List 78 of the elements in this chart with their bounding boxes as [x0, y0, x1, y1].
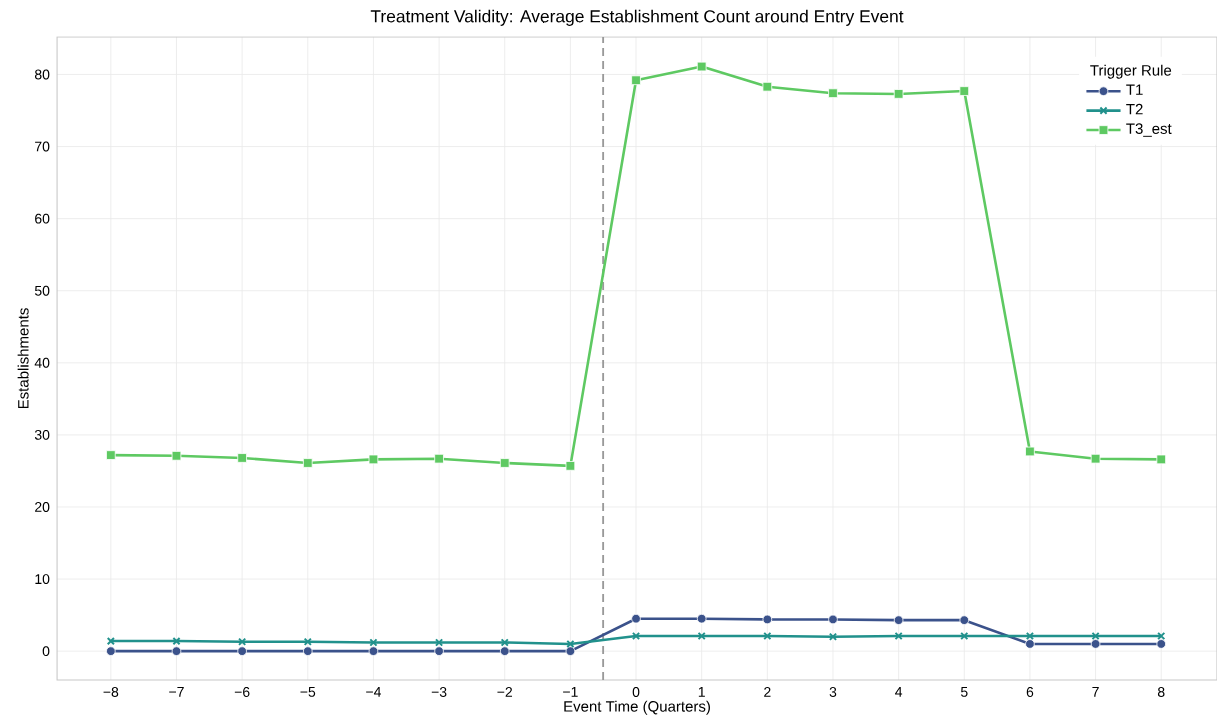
point	[696, 61, 707, 72]
point	[828, 88, 838, 99]
point	[565, 646, 576, 656]
point	[894, 631, 903, 641]
point	[893, 615, 904, 625]
x-tick-label: −5	[300, 687, 316, 697]
x-tick-label: −7	[169, 687, 184, 697]
point	[434, 453, 444, 464]
point	[1090, 453, 1101, 464]
point	[631, 631, 641, 641]
x-tick-label: 3	[829, 687, 837, 697]
point	[631, 613, 641, 624]
legend-title: Trigger Rule	[1090, 64, 1172, 79]
x-tick-label: 8	[1157, 687, 1165, 697]
point	[1025, 639, 1035, 649]
chart-title: Treatment Validity: Average Establishment Count around Entry Event	[370, 9, 904, 26]
legend-label: T3_est	[1126, 123, 1172, 137]
point	[237, 453, 247, 463]
point	[696, 613, 707, 624]
x-tick-label: −8	[103, 687, 119, 697]
y-tick-label: 10	[35, 574, 50, 585]
point	[959, 615, 970, 625]
x-tick-label: 0	[632, 687, 640, 697]
y-tick-label: 0	[42, 646, 50, 657]
point	[1025, 446, 1035, 457]
legend-label: T1	[1126, 84, 1143, 95]
point	[368, 454, 379, 465]
x-tick-label: −6	[234, 687, 250, 697]
point	[237, 646, 247, 656]
x-tick-label: −2	[497, 687, 513, 697]
point	[1025, 631, 1035, 641]
x-tick-label: 2	[764, 687, 771, 697]
point	[499, 458, 510, 468]
point	[1157, 631, 1166, 641]
point	[106, 636, 115, 646]
point	[499, 646, 510, 656]
point	[828, 614, 838, 625]
y-tick-label: 60	[35, 213, 50, 224]
x-tick-label: −1	[563, 687, 578, 697]
point	[106, 646, 116, 656]
point	[959, 86, 970, 96]
y-tick-label: 70	[35, 141, 50, 152]
x-tick-label: 6	[1026, 687, 1034, 697]
point	[893, 89, 904, 99]
point	[697, 631, 706, 641]
legend-label: T2	[1126, 103, 1143, 115]
x-tick-label: 7	[1092, 687, 1099, 697]
point	[368, 646, 379, 656]
x-tick-label: 4	[895, 687, 903, 697]
x-tick-label: 5	[960, 687, 968, 697]
point	[631, 75, 641, 86]
x-tick-label: 1	[698, 687, 705, 697]
point	[434, 646, 444, 656]
point	[960, 631, 969, 641]
point	[1156, 639, 1167, 649]
y-tick-label: 30	[34, 429, 50, 440]
point	[238, 637, 247, 646]
x-tick-label: −4	[366, 687, 381, 697]
point	[1090, 639, 1101, 649]
point	[762, 81, 773, 92]
y-tick-label: 50	[34, 285, 50, 296]
y-axis-title: Establishments	[17, 308, 29, 409]
x-tick-label: −3	[431, 687, 447, 697]
point	[302, 646, 313, 656]
point	[1156, 454, 1167, 465]
point	[302, 458, 313, 468]
point	[106, 450, 116, 460]
y-tick-label: 40	[34, 357, 50, 368]
point	[171, 646, 182, 656]
y-tick-label: 80	[34, 69, 50, 80]
y-tick-label: 20	[35, 502, 50, 512]
point	[763, 631, 772, 641]
point	[762, 614, 773, 625]
point	[369, 638, 378, 647]
point	[565, 461, 576, 471]
x-axis-title: Event Time (Quarters)	[564, 700, 710, 715]
point	[828, 632, 838, 641]
point	[171, 451, 182, 461]
